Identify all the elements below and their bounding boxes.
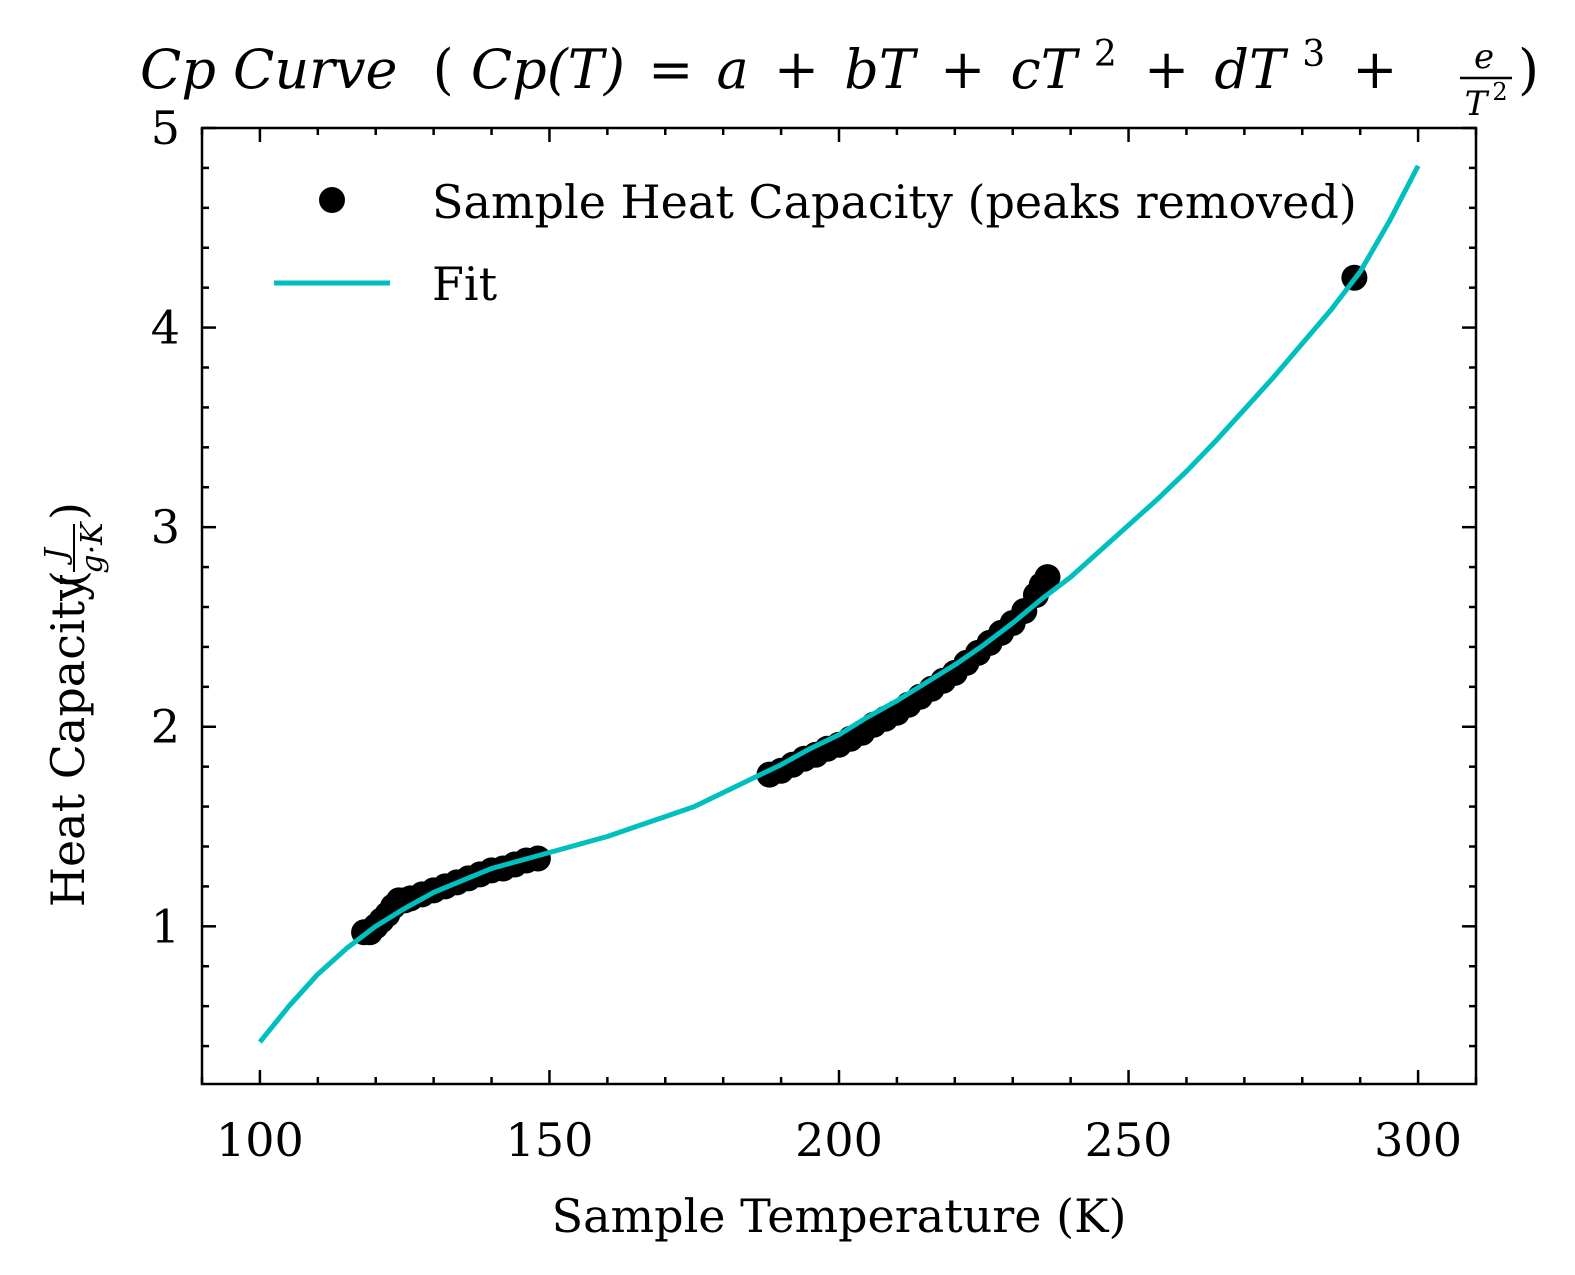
x-axis-label: Sample Temperature (K) <box>552 1189 1127 1243</box>
x-tick-label: 100 <box>216 1113 304 1167</box>
plot-frame <box>200 126 1478 1086</box>
sample-point <box>1034 564 1061 591</box>
legend-label-samples: Sample Heat Capacity (peaks removed) <box>432 175 1357 229</box>
title-plus-1: + <box>774 38 819 101</box>
x-tick-label: 250 <box>1085 1113 1173 1167</box>
legend-label-fit: Fit <box>432 257 498 311</box>
y-axis-label-prefix: Heat Capacity <box>41 575 95 907</box>
chart-title: Cp Curve ( Cp(T) = a + bT + cT 2 + dT 3 … <box>140 16 1398 101</box>
title-open-paren: ( <box>433 38 454 101</box>
title-dT: dT <box>1214 38 1289 101</box>
title-plus-4: + <box>1352 38 1397 101</box>
title-sup-3: 3 <box>1302 34 1325 75</box>
y-axis-label-open-paren: ( <box>41 570 95 588</box>
y-axis-unit-num: J <box>39 546 74 566</box>
title-eq: = <box>648 38 693 101</box>
x-tick-label: 150 <box>506 1113 594 1167</box>
title-plus-2: + <box>940 38 985 101</box>
y-axis-label-close-paren: ) <box>41 502 95 520</box>
x-tick-label: 300 <box>1374 1113 1462 1167</box>
x-tick-label: 200 <box>795 1113 883 1167</box>
y-tick-label: 3 <box>151 500 180 554</box>
fit-line <box>257 164 1421 1044</box>
title-frac-num: e <box>1474 37 1494 77</box>
title-close-paren: ) <box>1518 38 1539 101</box>
axis-ticks <box>200 126 1478 1084</box>
y-tick-label: 5 <box>151 101 180 155</box>
title-a: a <box>717 38 749 101</box>
title-cp-label: Cp Curve <box>140 38 397 101</box>
title-frac-den-sup: 2 <box>1492 78 1507 106</box>
legend-marker-samples <box>319 187 345 213</box>
legend: Sample Heat Capacity (peaks removed) Fit <box>274 175 1357 311</box>
y-tick-label: 1 <box>151 899 180 953</box>
title-cT: cT <box>1010 38 1080 101</box>
y-tick-label: 2 <box>151 700 180 754</box>
points-layer <box>351 264 1368 946</box>
tick-labels: 100 150 200 250 300 1 2 3 4 5 <box>151 101 1462 1167</box>
title-frac-den: T <box>1465 84 1490 124</box>
y-axis-label: Heat Capacity ( J g·K ) <box>39 502 110 907</box>
title-bT: bT <box>844 38 919 101</box>
y-tick-label: 4 <box>151 301 180 355</box>
title-plus-3: + <box>1144 38 1189 101</box>
title-cp-func: Cp(T) <box>471 38 625 101</box>
fit-layer <box>257 164 1421 1044</box>
title-sup-2: 2 <box>1094 34 1117 75</box>
y-axis-unit-den: g·K <box>75 521 110 574</box>
